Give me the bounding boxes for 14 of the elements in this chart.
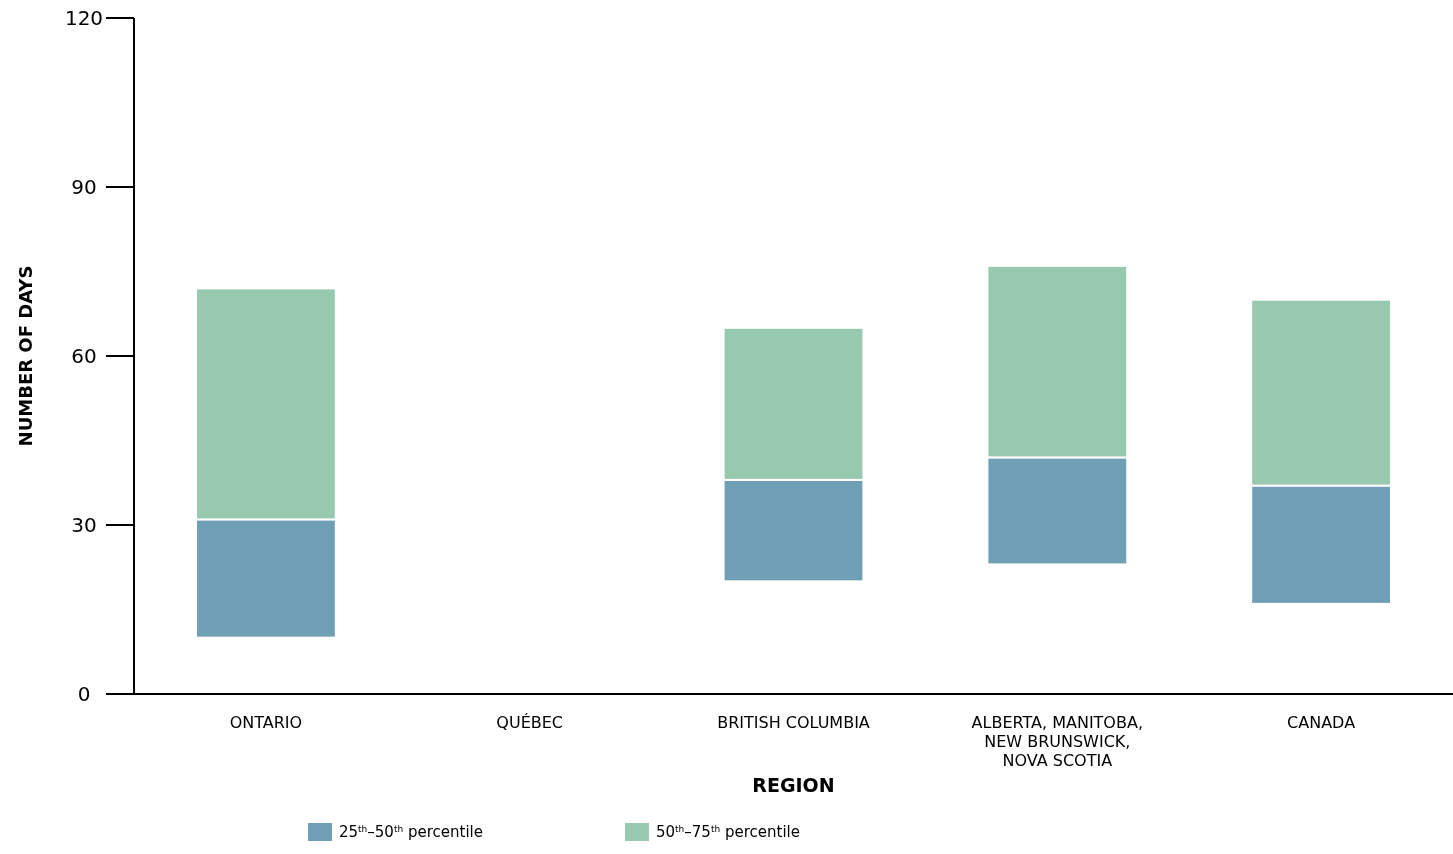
y-axis-title: NUMBER OF DAYS [15, 265, 36, 447]
y-tick-label: 60 [71, 344, 97, 368]
x-tick-label: CANADA [1287, 713, 1356, 732]
x-tick-label: QUÉBEC [496, 713, 564, 732]
y-tick-label: 90 [71, 175, 97, 199]
y-tick-label: 120 [64, 6, 104, 30]
x-tick-label: ALBERTA, MANITOBA, NEW BRUNSWICK, NOVA SCOTIA [971, 713, 1143, 770]
x-tick-label: ONTARIO [229, 713, 303, 732]
y-tick-label: 30 [71, 513, 97, 537]
x-axis-title: REGION [752, 774, 835, 796]
legend-label: 50$^{th}$–75$^{th}$ percentile [656, 823, 800, 841]
x-tick-label: BRITISH COLUMBIA [717, 713, 870, 732]
y-tick-label: 0 [77, 682, 91, 706]
legend-label: 25$^{th}$–50$^{th}$ percentile [339, 823, 483, 841]
